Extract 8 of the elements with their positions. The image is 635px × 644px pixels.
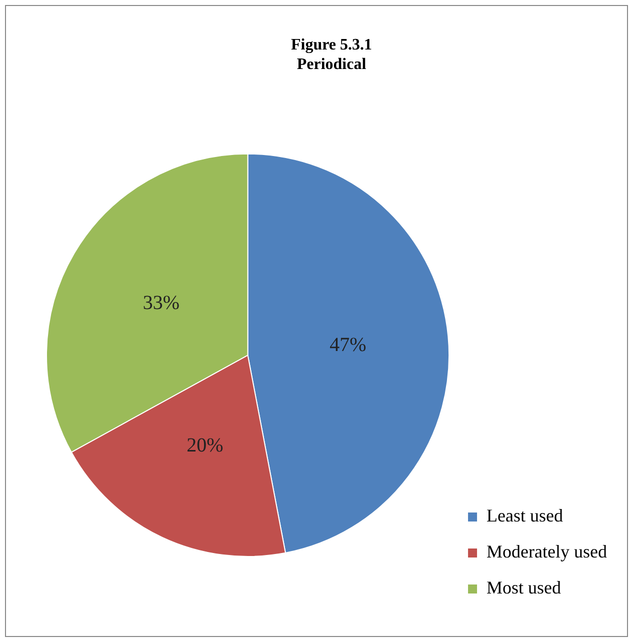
data-label: 33% — [142, 292, 180, 314]
legend-label: Moderately used — [486, 542, 608, 562]
legend-label: Least used — [486, 506, 564, 526]
chart-subtitle: Periodical — [296, 56, 367, 73]
data-label: 47% — [330, 334, 366, 356]
data-label: 20% — [186, 434, 224, 457]
chart-title: Figure 5.3.1 — [290, 36, 372, 54]
legend-label: Most used — [486, 578, 562, 598]
